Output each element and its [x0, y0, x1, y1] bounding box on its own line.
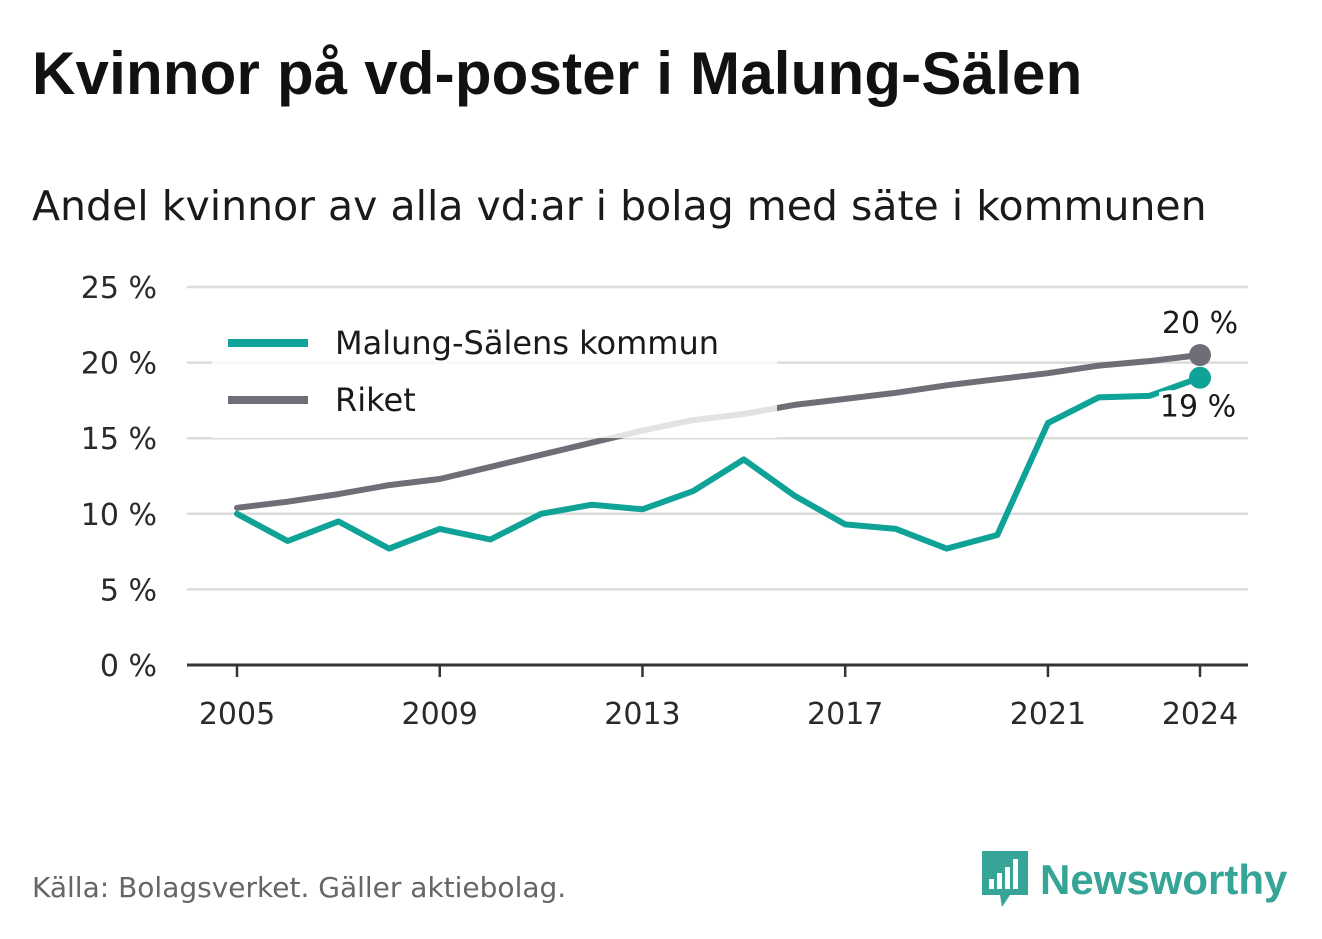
- legend-label: Riket: [335, 381, 416, 419]
- x-tick-label: 2024: [1162, 697, 1238, 732]
- end-point-riket: [1189, 344, 1211, 367]
- axes: 0 % 5 % 10 % 15 % 20 % 25 % 2005 2009 2013 2017 20…: [81, 271, 1248, 732]
- y-tick-label: 5 %: [100, 573, 157, 608]
- chart-title: Kvinnor på vd-poster i Malung-Sälen: [32, 40, 1083, 107]
- legend-background: [212, 318, 777, 438]
- chart-subtitle: Andel kvinnor av alla vd:ar i bolag med …: [32, 182, 1207, 230]
- line-chart: 0 % 5 % 10 % 15 % 20 % 25 % 2005 2009 2013 2017 20…: [81, 271, 1248, 732]
- brand-logo: Newsworthy: [980, 848, 1287, 912]
- bar-chart-bubble-icon: [982, 851, 1028, 907]
- x-tick-label: 2013: [604, 697, 680, 732]
- y-tick-label: 15 %: [81, 422, 157, 457]
- y-tick-label: 0 %: [100, 649, 157, 684]
- brand-name: Newsworthy: [1040, 856, 1288, 903]
- y-tick-label: 25 %: [81, 271, 157, 306]
- end-labels: 20 % 19 %: [1156, 306, 1240, 429]
- end-label-riket: 20 %: [1162, 306, 1238, 341]
- source-note: Källa: Bolagsverket. Gäller aktiebolag.: [32, 871, 567, 904]
- legend-label: Malung-Sälens kommun: [335, 324, 719, 362]
- x-tick-label: 2021: [1010, 697, 1086, 732]
- x-tick-label: 2009: [402, 697, 478, 732]
- end-point-malung-salen: [1189, 366, 1211, 389]
- y-tick-label: 20 %: [81, 347, 157, 382]
- y-tick-label: 10 %: [81, 498, 157, 533]
- legend: Malung-Sälens kommun Riket: [212, 318, 777, 438]
- x-tick-label: 2005: [199, 697, 275, 732]
- x-tick-label: 2017: [807, 697, 883, 732]
- series-line-malung-salen: [234, 374, 1203, 552]
- end-label-malung-salen: 19 %: [1160, 390, 1236, 425]
